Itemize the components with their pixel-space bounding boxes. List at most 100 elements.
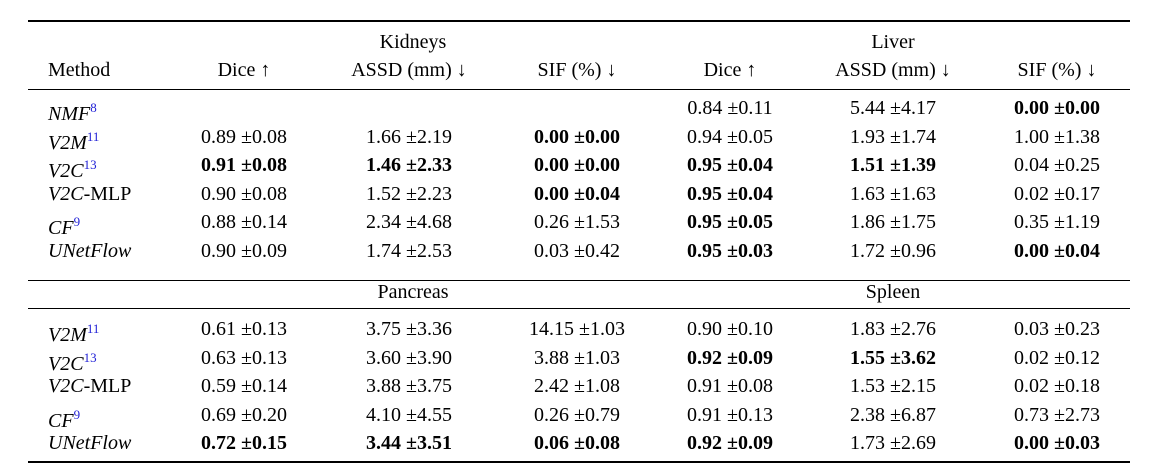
citation-link[interactable]: 8 bbox=[90, 100, 97, 115]
metric-header-5: ASSD (mm) ↓ bbox=[835, 59, 951, 81]
metric-header-4: Dice ↑ bbox=[703, 59, 757, 81]
value-cell: 0.92 ±0.09 bbox=[687, 432, 773, 454]
method-name: NMF bbox=[48, 103, 91, 125]
value-cell: 3.88 ±3.75 bbox=[366, 375, 452, 397]
method-name: V2C bbox=[48, 375, 84, 397]
method-cell: CF9 bbox=[48, 210, 80, 240]
value-cell: 0.02 ±0.12 bbox=[1014, 346, 1100, 369]
group-header-liver: Liver bbox=[871, 31, 915, 53]
value-cell: 0.90 ±0.09 bbox=[201, 239, 287, 262]
value-cell: 1.66 ±2.19 bbox=[366, 125, 452, 148]
citation-link[interactable]: 9 bbox=[73, 406, 81, 422]
value-cell: 1.86 ±1.75 bbox=[850, 211, 936, 233]
method-name: V2M bbox=[48, 131, 87, 154]
method-cell: V2M11 bbox=[48, 317, 99, 347]
method-header: Method bbox=[48, 59, 111, 81]
value-cell: 1.72 ±0.96 bbox=[850, 239, 936, 262]
method-name: V2C bbox=[48, 160, 84, 182]
value-cell: 1.46 ±2.33 bbox=[366, 154, 452, 176]
value-cell: 0.00 ±0.03 bbox=[1014, 432, 1100, 454]
value-cell: 0.06 ±0.08 bbox=[534, 432, 620, 454]
method-name: CF bbox=[48, 217, 74, 239]
value-cell: 0.88 ±0.14 bbox=[201, 211, 287, 233]
method-suffix: -MLP bbox=[83, 182, 132, 205]
value-cell: 3.88 ±1.03 bbox=[534, 346, 620, 369]
value-cell: 3.44 ±3.51 bbox=[366, 432, 452, 454]
value-cell: 0.72 ±0.15 bbox=[201, 432, 287, 454]
value-cell: 1.00 ±1.38 bbox=[1014, 125, 1100, 148]
group-header-spleen: Spleen bbox=[865, 281, 921, 303]
value-cell: 0.90 ±0.10 bbox=[687, 318, 773, 340]
value-cell: 0.91 ±0.13 bbox=[687, 403, 773, 426]
group-header-pancreas: Pancreas bbox=[377, 281, 449, 303]
value-cell: 2.42 ±1.08 bbox=[534, 375, 620, 397]
value-cell: 0.95 ±0.03 bbox=[687, 239, 773, 262]
method-cell: UNetFlow bbox=[48, 431, 131, 455]
value-cell: 0.26 ±1.53 bbox=[534, 211, 620, 233]
citation-link[interactable]: 13 bbox=[83, 349, 97, 365]
value-cell: 2.38 ±6.87 bbox=[850, 403, 936, 426]
value-cell: 1.52 ±2.23 bbox=[366, 182, 452, 205]
bottom-rule bbox=[28, 461, 1130, 463]
value-cell: 0.95 ±0.04 bbox=[687, 154, 773, 176]
citation-link[interactable]: 9 bbox=[73, 214, 81, 229]
top-rule bbox=[28, 20, 1130, 22]
method-name: UNetFlow bbox=[48, 239, 132, 262]
value-cell: 1.73 ±2.69 bbox=[850, 432, 936, 454]
group-header-kidneys: Kidneys bbox=[379, 31, 447, 53]
header-rule bbox=[28, 89, 1130, 90]
method-suffix: -MLP bbox=[83, 375, 132, 397]
method-name: V2C bbox=[48, 182, 84, 205]
value-cell: 0.00 ±0.00 bbox=[534, 125, 620, 148]
method-name: V2M bbox=[48, 324, 87, 346]
value-cell: 3.60 ±3.90 bbox=[366, 346, 452, 369]
value-cell: 0.02 ±0.18 bbox=[1014, 375, 1100, 397]
value-cell: 4.10 ±4.55 bbox=[366, 403, 452, 426]
value-cell: 0.00 ±0.00 bbox=[1014, 97, 1100, 119]
value-cell: 0.00 ±0.04 bbox=[1014, 239, 1100, 262]
value-cell: 0.61 ±0.13 bbox=[201, 318, 287, 340]
method-name: V2C bbox=[48, 352, 84, 375]
value-cell: 0.00 ±0.00 bbox=[534, 154, 620, 176]
value-cell: 0.03 ±0.42 bbox=[534, 239, 620, 262]
method-cell: V2C-MLP bbox=[48, 374, 131, 398]
section-rule-top bbox=[28, 280, 1130, 281]
metric-header-2: ASSD (mm) ↓ bbox=[351, 59, 467, 81]
value-cell: 14.15 ±1.03 bbox=[529, 318, 625, 340]
value-cell: 5.44 ±4.17 bbox=[850, 97, 936, 119]
method-name: UNetFlow bbox=[48, 432, 132, 454]
method-cell: UNetFlow bbox=[48, 239, 131, 263]
citation-link[interactable]: 13 bbox=[83, 157, 97, 172]
value-cell: 0.69 ±0.20 bbox=[201, 403, 287, 426]
value-cell: 0.94 ±0.05 bbox=[687, 125, 773, 148]
section-rule-bottom bbox=[28, 308, 1130, 309]
metric-header-3: SIF (%) ↓ bbox=[537, 59, 617, 81]
value-cell: 1.93 ±1.74 bbox=[850, 125, 936, 148]
method-cell: CF9 bbox=[48, 403, 80, 433]
value-cell: 1.63 ±1.63 bbox=[850, 182, 936, 205]
value-cell: 0.35 ±1.19 bbox=[1014, 211, 1100, 233]
method-cell: V2M11 bbox=[48, 125, 99, 155]
value-cell: 0.73 ±2.73 bbox=[1014, 403, 1100, 426]
citation-link[interactable]: 11 bbox=[86, 128, 100, 144]
value-cell: 3.75 ±3.36 bbox=[366, 318, 452, 340]
value-cell: 1.53 ±2.15 bbox=[850, 375, 936, 397]
metric-header-1: Dice ↑ bbox=[217, 59, 271, 81]
value-cell: 0.00 ±0.04 bbox=[534, 182, 620, 205]
value-cell: 0.03 ±0.23 bbox=[1014, 318, 1100, 340]
method-cell: V2C13 bbox=[48, 346, 97, 376]
value-cell: 0.26 ±0.79 bbox=[534, 403, 620, 426]
value-cell: 0.92 ±0.09 bbox=[687, 346, 773, 369]
value-cell: 1.55 ±3.62 bbox=[850, 346, 936, 369]
value-cell: 1.51 ±1.39 bbox=[850, 154, 936, 176]
value-cell: 0.90 ±0.08 bbox=[201, 182, 287, 205]
method-cell: V2C-MLP bbox=[48, 182, 131, 206]
method-cell: V2C13 bbox=[48, 153, 97, 183]
value-cell: 0.84 ±0.11 bbox=[687, 97, 773, 119]
citation-link[interactable]: 11 bbox=[86, 321, 100, 336]
value-cell: 0.02 ±0.17 bbox=[1014, 182, 1100, 205]
value-cell: 0.59 ±0.14 bbox=[201, 375, 287, 397]
value-cell: 0.63 ±0.13 bbox=[201, 346, 287, 369]
method-cell: NMF8 bbox=[48, 96, 97, 126]
value-cell: 0.89 ±0.08 bbox=[201, 125, 287, 148]
